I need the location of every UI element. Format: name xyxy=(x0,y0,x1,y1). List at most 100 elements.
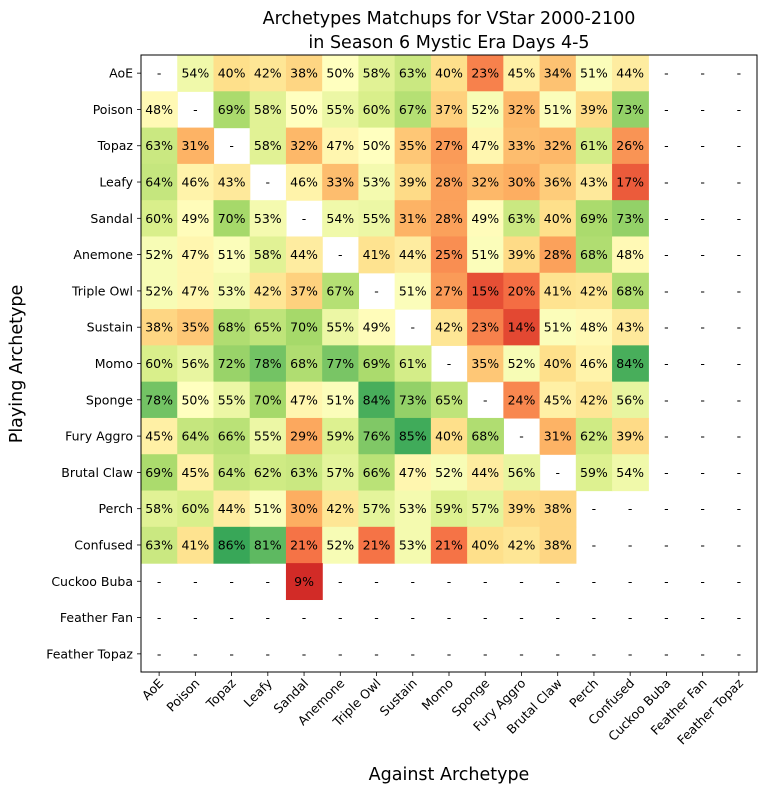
cell-label-11-7: 47% xyxy=(399,465,427,480)
heatmap-cell-8-12 xyxy=(575,345,613,383)
cell-label-8-15: - xyxy=(700,356,705,371)
heatmap-cell-5-1 xyxy=(177,236,215,274)
cell-label-16-5: - xyxy=(338,646,343,661)
heatmap-cell-7-0 xyxy=(141,309,178,346)
cell-label-4-6: 55% xyxy=(363,211,391,226)
cell-label-13-8: 21% xyxy=(435,537,463,552)
y-tick-label-6: Triple Owl xyxy=(71,283,133,298)
heatmap-cell-1-5 xyxy=(322,91,360,129)
x-tick-label-0: AoE xyxy=(139,675,167,703)
heatmap-cell-10-6 xyxy=(358,417,396,455)
cell-label-1-2: 69% xyxy=(218,102,246,117)
heatmap-cell-0-3 xyxy=(249,55,287,92)
cell-label-9-4: 47% xyxy=(290,392,318,407)
heatmap-cell-11-13 xyxy=(612,454,649,492)
cell-label-2-3: 58% xyxy=(254,138,282,153)
cell-label-1-15: - xyxy=(700,102,705,117)
heatmap-cell-5-12 xyxy=(575,236,613,274)
heatmap-cell-10-5 xyxy=(322,417,360,455)
cell-label-14-5: - xyxy=(338,574,343,589)
cell-label-6-12: 42% xyxy=(580,283,608,298)
heatmap-cell-3-11 xyxy=(539,163,577,201)
cell-label-11-16: - xyxy=(737,465,742,480)
cell-label-16-11: - xyxy=(555,646,560,661)
cell-label-8-1: 56% xyxy=(181,356,209,371)
cell-label-8-4: 68% xyxy=(290,356,318,371)
cell-label-13-13: - xyxy=(628,537,633,552)
cell-label-16-8: - xyxy=(447,646,452,661)
heatmap-cell-12-5 xyxy=(322,490,360,528)
cell-label-14-7: - xyxy=(411,574,416,589)
cell-label-6-9: 15% xyxy=(471,283,499,298)
cell-label-11-9: 44% xyxy=(471,465,499,480)
cell-label-1-4: 50% xyxy=(290,102,318,117)
cell-label-2-14: - xyxy=(664,138,669,153)
heatmap-cell-6-9 xyxy=(467,272,504,310)
heatmap-cell-0-11 xyxy=(539,55,577,92)
heatmap-cell-6-11 xyxy=(539,272,577,310)
heatmap-cell-9-8 xyxy=(430,381,468,419)
heatmap-cell-12-1 xyxy=(177,490,215,528)
heatmap-cell-13-8 xyxy=(430,526,468,564)
heatmap-cell-11-9 xyxy=(467,454,504,492)
heatmap-cell-6-0 xyxy=(141,272,178,310)
heatmap-cell-12-4 xyxy=(285,490,323,528)
heatmap-cell-9-4 xyxy=(285,381,323,419)
heatmap-cell-7-2 xyxy=(213,309,251,346)
heatmap-cell-11-10 xyxy=(503,454,541,492)
heatmap-cell-12-0 xyxy=(141,490,178,528)
cell-label-2-8: 27% xyxy=(435,138,463,153)
cell-label-6-8: 27% xyxy=(435,283,463,298)
heatmap-cell-3-8 xyxy=(430,163,468,201)
cell-label-1-16: - xyxy=(737,102,742,117)
cell-label-13-16: - xyxy=(737,537,742,552)
cell-label-12-9: 57% xyxy=(471,501,499,516)
heatmap-cell-3-6 xyxy=(358,163,396,201)
cell-label-15-4: - xyxy=(302,610,307,625)
heatmap-cell-13-2 xyxy=(213,526,251,564)
cell-label-2-1: 31% xyxy=(181,138,209,153)
cell-label-8-13: 84% xyxy=(616,356,644,371)
y-axis-ticks: AoE Poison Topaz Leafy Sandal Anemone Triple O… xyxy=(46,66,141,661)
cell-label-12-12: - xyxy=(592,501,597,516)
cell-label-5-4: 44% xyxy=(290,247,318,262)
heatmap-cell-12-6 xyxy=(358,490,396,528)
y-tick-label-10: Fury Aggro xyxy=(65,429,133,444)
cell-label-11-11: - xyxy=(555,465,560,480)
heatmap-cell-8-11 xyxy=(539,345,577,383)
cell-label-12-11: 38% xyxy=(544,501,572,516)
cell-label-6-10: 20% xyxy=(508,283,536,298)
cell-label-14-3: - xyxy=(266,574,271,589)
cell-label-6-2: 53% xyxy=(218,283,246,298)
cell-label-14-6: - xyxy=(374,574,379,589)
heatmap-cell-9-6 xyxy=(358,381,396,419)
heatmap-cell-7-3 xyxy=(249,309,287,346)
cell-label-9-16: - xyxy=(737,392,742,407)
cell-label-10-15: - xyxy=(700,429,705,444)
cell-label-12-1: 60% xyxy=(181,501,209,516)
cell-annotations: - 54% 40% 42% 38% 50% 58% 63% 40% 23% 45% 34% 51% 44%… xyxy=(145,66,741,662)
cell-label-1-13: 73% xyxy=(616,102,644,117)
cell-label-11-4: 63% xyxy=(290,465,318,480)
cell-label-13-14: - xyxy=(664,537,669,552)
cell-label-6-1: 47% xyxy=(181,283,209,298)
heatmap-cell-0-5 xyxy=(322,55,360,92)
heatmap-cell-12-10 xyxy=(503,490,541,528)
cell-label-0-14: - xyxy=(664,66,669,81)
cell-label-11-13: 54% xyxy=(616,465,644,480)
heatmap-cell-8-7 xyxy=(394,345,432,383)
heatmap-cell-7-5 xyxy=(322,309,360,346)
heatmap-cell-4-11 xyxy=(539,200,577,238)
heatmap-cell-0-10 xyxy=(503,55,541,92)
cell-label-0-7: 63% xyxy=(399,66,427,81)
cell-label-1-0: 48% xyxy=(145,102,173,117)
heatmap-cell-4-2 xyxy=(213,200,251,238)
heatmap-cell-7-8 xyxy=(430,309,468,346)
heatmap-cell-2-3 xyxy=(249,127,287,165)
cell-label-16-3: - xyxy=(266,646,271,661)
cell-label-1-14: - xyxy=(664,102,669,117)
heatmap-cell-4-9 xyxy=(467,200,504,238)
cell-label-4-14: - xyxy=(664,211,669,226)
cell-label-13-3: 81% xyxy=(254,537,282,552)
heatmap-cell-2-13 xyxy=(612,127,649,165)
